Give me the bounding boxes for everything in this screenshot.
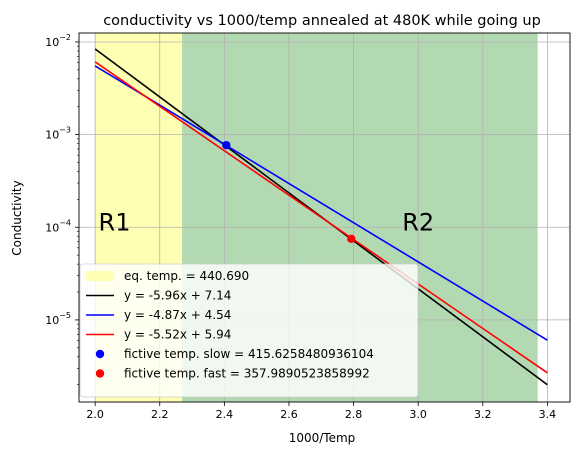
chart-title: conductivity vs 1000/temp annealed at 48… (103, 13, 541, 29)
legend-box (79, 263, 419, 398)
legend-label: eq. temp. = 440.690 (124, 269, 249, 283)
x-axis-label: 1000/Temp (289, 431, 356, 445)
x-tick-label: 2.2 (151, 408, 169, 421)
x-tick-label: 3.0 (409, 408, 427, 421)
y-tick-label: 10−2 (45, 33, 71, 49)
scatter-point-2 (347, 234, 356, 244)
region-label-r1: R1 (99, 209, 131, 237)
x-tick-label: 2.0 (86, 408, 104, 421)
series-line-3 (94, 61, 548, 374)
plot-area: R1 R2 2.0 2.2 2.4 2.6 2.8 3.0 3.2 3.4 10−5 10−4 10−3… (45, 32, 571, 421)
x-tick-label: 3.4 (539, 408, 557, 421)
legend-swatch (95, 369, 105, 378)
legend-label: fictive temp. fast = 357.9890523858992 (124, 367, 370, 381)
legend-swatch (95, 349, 105, 359)
series-group (94, 48, 548, 386)
legend-label: y = -5.52x + 5.94 (124, 328, 231, 342)
y-tick-label: 10−4 (45, 218, 71, 234)
scatter-point-1 (222, 140, 231, 150)
legend-label: y = -4.87x + 4.54 (124, 308, 231, 322)
plot-frame (78, 32, 571, 403)
y-tick-label: 10−5 (45, 311, 71, 327)
legend: eq. temp. = 440.690 y = -5.96x + 7.14 y = … (79, 263, 419, 398)
y-axis-label: Conductivity (10, 180, 24, 255)
region-label-r2: R2 (402, 209, 434, 237)
x-tick-label: 2.6 (280, 408, 298, 421)
x-tick-label: 3.2 (474, 408, 492, 421)
legend-label: y = -5.96x + 7.14 (124, 289, 231, 303)
x-tick-label: 2.4 (216, 408, 234, 421)
y-tick-label: 10−3 (45, 126, 71, 142)
series-line-2 (94, 65, 548, 341)
legend-label: fictive temp. slow = 415.6258480936104 (124, 347, 374, 361)
legend-swatch (86, 271, 114, 281)
x-tick-label: 2.8 (345, 408, 363, 421)
